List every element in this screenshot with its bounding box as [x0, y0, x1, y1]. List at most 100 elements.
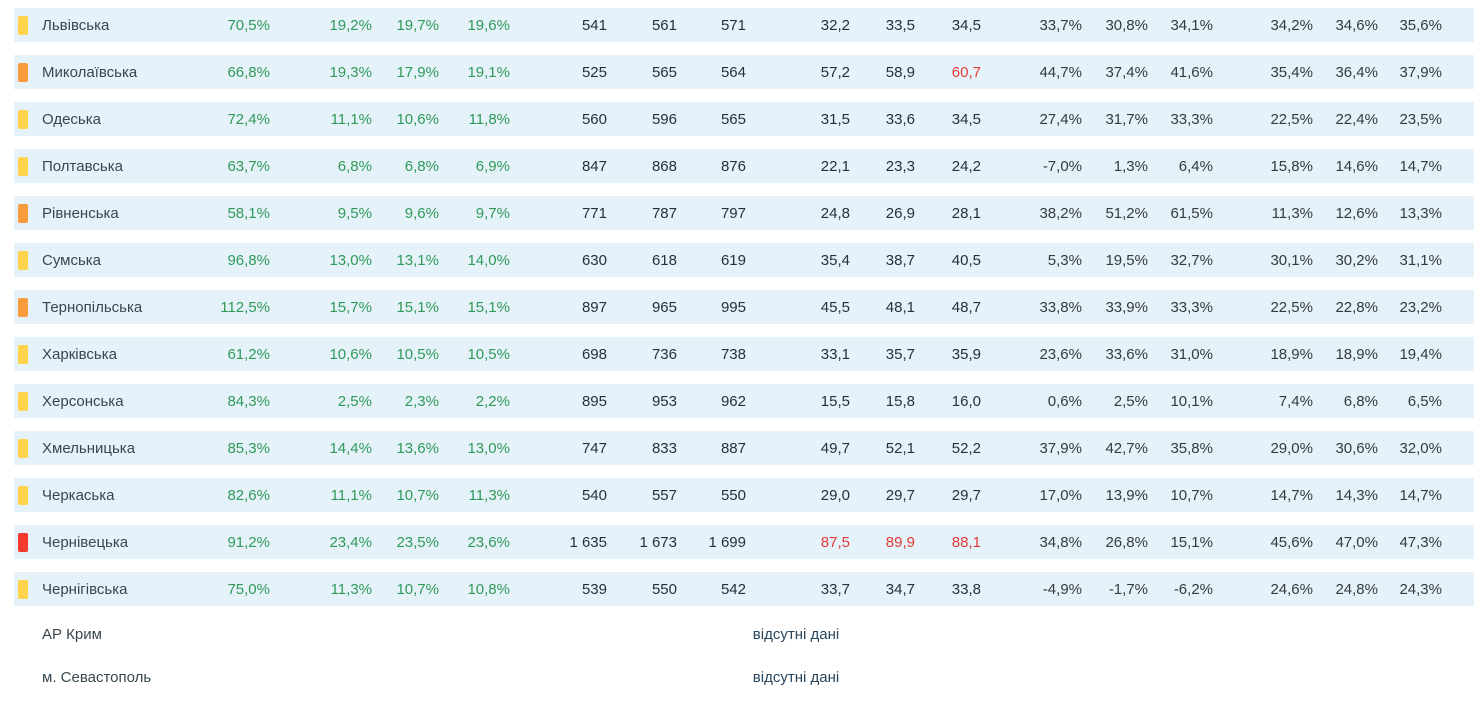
value-cell: 22,8%: [1335, 298, 1378, 316]
value-cell: 1,3%: [1113, 157, 1148, 175]
value-cell: 23,5%: [396, 533, 439, 551]
value-cell: 40,5: [951, 251, 981, 269]
table-row: Хмельницька 85,3% 14,4% 13,6% 13,0% 747 833 887…: [14, 431, 1474, 465]
value-cell: 19,6%: [467, 16, 510, 34]
value-cell: 24,6%: [1270, 580, 1313, 598]
value-cell: 14,4%: [329, 439, 372, 457]
value-cell: 771: [581, 204, 607, 222]
value-cell: 34,7: [885, 580, 915, 598]
value-cell: 7,4%: [1278, 392, 1313, 410]
value-cell: 31,1%: [1399, 251, 1442, 269]
value-cell: 596: [651, 110, 677, 128]
value-cell: 33,8%: [1039, 298, 1082, 316]
value-cell: 1 673: [639, 533, 677, 551]
value-cell: 895: [581, 392, 607, 410]
no-data-note: відсутні дані: [752, 625, 840, 643]
value-cell: 557: [651, 486, 677, 504]
value-cell: 10,8%: [467, 580, 510, 598]
value-cell: 868: [651, 157, 677, 175]
value-cell: 787: [651, 204, 677, 222]
value-cell: 24,8: [820, 204, 850, 222]
value-cell: 57,2: [820, 63, 850, 81]
value-cell: 35,4%: [1270, 63, 1313, 81]
value-cell: 13,3%: [1399, 204, 1442, 222]
value-cell: 23,4%: [329, 533, 372, 551]
value-cell: 13,9%: [1105, 486, 1148, 504]
value-cell: 618: [651, 251, 677, 269]
value-cell: 85,3%: [227, 439, 270, 457]
value-cell: 42,7%: [1105, 439, 1148, 457]
value-cell: 10,6%: [396, 110, 439, 128]
value-cell: 11,3%: [330, 580, 372, 598]
value-cell: 11,1%: [330, 110, 372, 128]
value-cell: 15,8: [885, 392, 915, 410]
table-row: Чернівецька 91,2% 23,4% 23,5% 23,6% 1 635 1 67…: [14, 525, 1474, 559]
value-cell: 32,7%: [1170, 251, 1213, 269]
value-cell: 84,3%: [227, 392, 270, 410]
value-cell: 13,0%: [467, 439, 510, 457]
region-name: Сумська: [42, 251, 102, 269]
value-cell: 63,7%: [227, 157, 270, 175]
region-name: Хмельницька: [42, 439, 136, 457]
value-cell: 48,1: [885, 298, 915, 316]
value-cell: 953: [651, 392, 677, 410]
value-cell: 747: [581, 439, 607, 457]
value-cell: 19,7%: [396, 16, 439, 34]
value-cell: 24,2: [951, 157, 981, 175]
value-cell: 72,4%: [227, 110, 270, 128]
status-indicator-cell: [18, 391, 30, 411]
value-cell: 34,2%: [1270, 16, 1313, 34]
value-cell: 28,1: [951, 204, 981, 222]
value-cell: 17,0%: [1039, 486, 1082, 504]
region-name: Рівненська: [42, 204, 119, 222]
value-cell: 12,6%: [1335, 204, 1378, 222]
value-cell: 23,6%: [467, 533, 510, 551]
value-cell: 33,6: [885, 110, 915, 128]
value-cell: 542: [720, 580, 746, 598]
value-cell: 18,9%: [1335, 345, 1378, 363]
region-name: Чернівецька: [42, 533, 129, 551]
value-cell: 887: [720, 439, 746, 457]
value-cell: 33,3%: [1170, 110, 1213, 128]
status-indicator-yellow: [18, 485, 28, 505]
value-cell: 10,1%: [1170, 392, 1213, 410]
value-cell: 26,8%: [1105, 533, 1148, 551]
value-cell: 847: [581, 157, 607, 175]
table-row: Чернігівська 75,0% 11,3% 10,7% 10,8% 539 550 54…: [14, 572, 1474, 606]
value-cell: 10,6%: [329, 345, 372, 363]
value-cell: 550: [720, 486, 746, 504]
region-name: АР Крим: [42, 625, 102, 643]
value-cell: 33,7%: [1039, 16, 1082, 34]
value-cell: 34,8%: [1039, 533, 1082, 551]
value-cell: 1 635: [569, 533, 607, 551]
value-cell: 995: [720, 298, 746, 316]
value-cell: 19,4%: [1399, 345, 1442, 363]
value-cell: 52,2: [951, 439, 981, 457]
table-row-no-data: м. Севастополь відсутні дані: [14, 662, 1474, 692]
status-indicator-orange: [18, 297, 28, 317]
region-name: Тернопільська: [42, 298, 143, 316]
table-row: Полтавська 63,7% 6,8% 6,8% 6,9% 847 868 876 22,1…: [14, 149, 1474, 183]
value-cell: 2,5%: [337, 392, 372, 410]
value-cell: -7,0%: [1042, 157, 1082, 175]
value-cell: 14,7%: [1399, 157, 1442, 175]
status-indicator-cell: [18, 250, 30, 270]
status-indicator-cell: [18, 15, 30, 35]
value-cell: 9,6%: [404, 204, 439, 222]
value-cell: 19,1%: [467, 63, 510, 81]
value-cell: 33,5: [885, 16, 915, 34]
value-cell: 91,2%: [227, 533, 270, 551]
value-cell: 34,1%: [1170, 16, 1213, 34]
value-cell: 14,7%: [1270, 486, 1313, 504]
value-cell: 22,1: [820, 157, 850, 175]
value-cell: 37,9%: [1399, 63, 1442, 81]
value-cell: 37,9%: [1039, 439, 1082, 457]
value-cell: 13,6%: [396, 439, 439, 457]
value-cell: -4,9%: [1042, 580, 1082, 598]
status-indicator-cell: [18, 438, 30, 458]
value-cell: 34,6%: [1335, 16, 1378, 34]
value-cell: 698: [581, 345, 607, 363]
value-cell: 30,6%: [1335, 439, 1378, 457]
value-cell: 15,1%: [467, 298, 510, 316]
value-cell: 52,1: [885, 439, 915, 457]
